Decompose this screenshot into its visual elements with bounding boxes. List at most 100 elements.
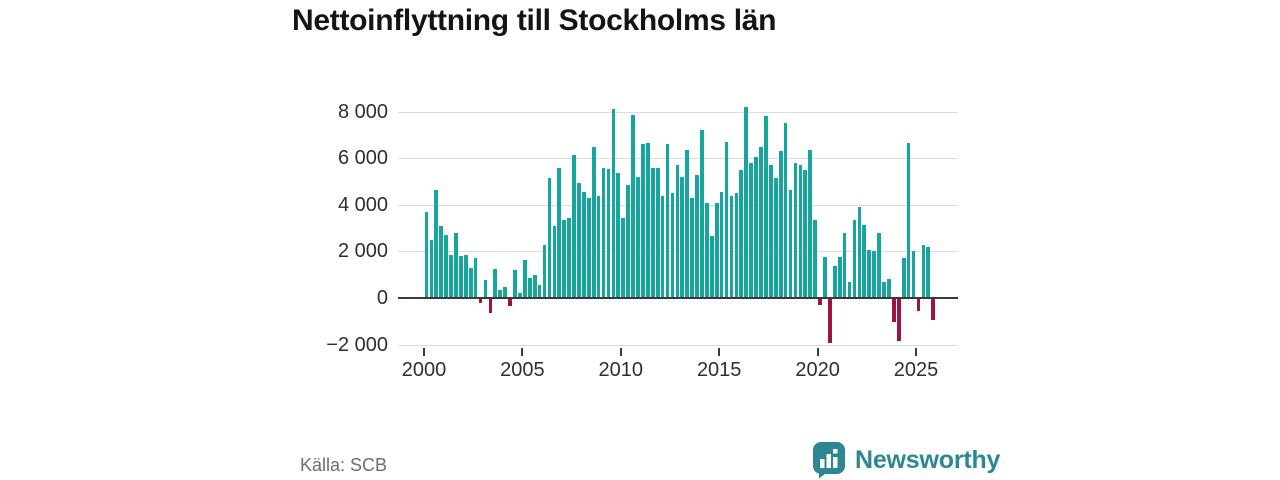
bar-positive — [759, 147, 763, 298]
bar-negative — [828, 299, 832, 344]
bar-positive — [444, 235, 448, 298]
bar-positive — [769, 164, 773, 298]
gridline — [398, 111, 958, 113]
bar-negative — [488, 299, 493, 313]
bar-positive — [911, 251, 916, 298]
x-axis-tick-label: 2000 — [401, 359, 447, 381]
zero-axis-line — [398, 297, 958, 299]
bar-positive — [601, 168, 606, 298]
x-axis-tick-label: 2010 — [598, 359, 644, 381]
bar-positive — [483, 280, 488, 298]
bar-positive — [473, 258, 478, 298]
bar-positive — [872, 250, 876, 298]
brand-name: Newsworthy — [855, 445, 1001, 474]
newsworthy-logo-icon — [812, 441, 846, 479]
bar-positive — [616, 173, 621, 298]
bar-positive — [577, 183, 581, 298]
bar-positive — [675, 165, 680, 298]
bar-negative — [896, 299, 901, 341]
bar-positive — [739, 169, 744, 298]
bar-positive — [773, 178, 778, 298]
bar-positive — [749, 162, 753, 298]
bar-positive — [842, 233, 847, 298]
bar-positive — [788, 189, 793, 298]
bar-negative — [916, 299, 921, 311]
bar-positive — [557, 168, 562, 298]
bar-positive — [636, 176, 640, 298]
x-axis-tick — [619, 348, 622, 356]
bar-positive — [793, 162, 798, 298]
bar-positive — [596, 196, 601, 298]
bar-positive — [434, 189, 439, 298]
y-axis-tick-label: 0 — [376, 287, 388, 309]
y-axis-tick-label: 2 000 — [337, 240, 388, 263]
bar-positive — [862, 225, 867, 298]
bar-positive — [582, 191, 586, 298]
bar-positive — [798, 165, 803, 298]
x-axis-tick-label: 2020 — [795, 359, 840, 381]
bar-positive — [572, 154, 576, 298]
bar-positive — [906, 143, 911, 298]
bar-positive — [650, 168, 655, 298]
bar-positive — [724, 141, 729, 298]
bar-positive — [832, 266, 837, 298]
bar-positive — [783, 123, 788, 298]
bar-positive — [429, 239, 434, 298]
bar-positive — [439, 225, 444, 298]
y-axis-tick-label: 4 000 — [337, 193, 388, 216]
bar-positive — [670, 192, 675, 298]
bar-positive — [586, 198, 591, 298]
bar-positive — [567, 218, 571, 298]
bar-positive — [527, 277, 532, 298]
bar-positive — [680, 176, 685, 298]
bar-positive — [685, 149, 690, 298]
bar-positive — [621, 218, 626, 298]
bar-positive — [523, 260, 527, 298]
bar-positive — [803, 169, 808, 298]
bar-positive — [926, 247, 931, 298]
bar-negative — [931, 299, 936, 320]
source-label: Källa: SCB — [300, 455, 388, 475]
bar-positive — [532, 274, 537, 298]
bar-positive — [705, 203, 709, 298]
bar-positive — [424, 211, 429, 298]
bar-positive — [700, 130, 704, 298]
bar-positive — [882, 281, 886, 298]
bar-positive — [552, 226, 557, 298]
bar-positive — [665, 144, 670, 298]
bar-negative — [818, 299, 822, 305]
bar-positive — [690, 197, 694, 298]
bar-positive — [641, 144, 645, 298]
bar-positive — [513, 270, 517, 298]
bar-positive — [547, 178, 552, 298]
bar-positive — [695, 174, 699, 298]
bar-positive — [631, 115, 635, 298]
bar-positive — [837, 257, 842, 298]
bar-positive — [591, 146, 596, 298]
bar-positive — [813, 220, 817, 298]
bar-positive — [729, 196, 734, 298]
x-axis-tick — [521, 348, 524, 356]
bar-positive — [823, 256, 827, 298]
bar-positive — [454, 232, 458, 298]
bar-positive — [808, 150, 813, 298]
bar-positive — [463, 255, 468, 298]
bar-positive — [754, 156, 758, 298]
bar-positive — [778, 151, 783, 298]
bar-positive — [921, 245, 926, 298]
bar-negative — [478, 299, 483, 303]
bar-positive — [611, 109, 616, 298]
bar-positive — [660, 196, 665, 298]
bar-positive — [734, 193, 739, 298]
brand: Newsworthy — [812, 441, 1000, 479]
x-axis-tick — [915, 348, 917, 356]
bar-positive — [847, 281, 852, 298]
bar-positive — [719, 191, 724, 298]
bar-positive — [449, 254, 453, 298]
bar-positive — [498, 290, 503, 298]
x-axis-tick — [423, 348, 425, 356]
gridline — [398, 344, 958, 346]
bar-positive — [744, 106, 749, 298]
